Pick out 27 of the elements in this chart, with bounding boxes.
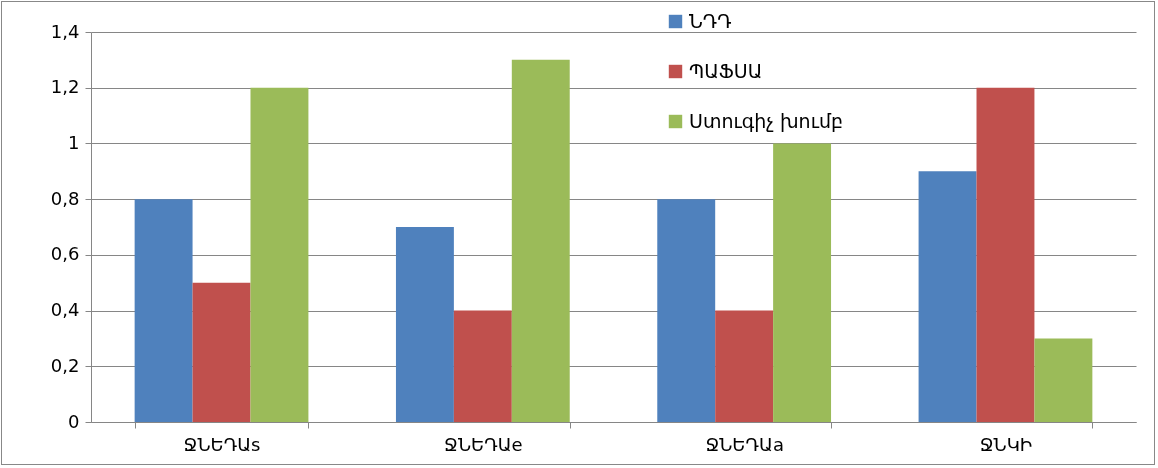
y-tick-label: 0,4 xyxy=(50,299,80,321)
y-tick-label: 1,2 xyxy=(50,76,80,98)
x-tick-label: ՋՆԿԻ xyxy=(979,433,1033,455)
y-tick-label: 1,4 xyxy=(50,20,80,42)
bar xyxy=(657,199,716,422)
legend-label: ՆԴԴ xyxy=(689,9,732,32)
bar xyxy=(918,171,977,422)
y-tick-label: 1 xyxy=(68,131,80,153)
y-tick-label: 0,2 xyxy=(50,354,80,376)
legend-label: Ստուգիչ խումբ xyxy=(689,109,843,132)
bar xyxy=(1034,338,1093,422)
bar xyxy=(976,87,1035,422)
bar xyxy=(250,87,309,422)
bar xyxy=(511,59,570,422)
bar xyxy=(395,227,454,422)
bar xyxy=(192,282,251,422)
y-tick-label: 0,8 xyxy=(50,187,80,209)
legend-label: ՊԱՖՍԱ xyxy=(689,59,763,82)
x-tick-label: ՋՆԵԴԱa xyxy=(705,433,784,455)
bar xyxy=(453,310,512,422)
bar xyxy=(773,143,832,422)
x-tick-label: ՋՆԵԴԱs xyxy=(183,433,261,455)
bar xyxy=(134,199,193,422)
y-tick-label: 0,6 xyxy=(50,243,80,265)
y-tick-label: 0 xyxy=(68,410,80,432)
x-tick-label: ՋՆԵԴԱe xyxy=(444,433,523,455)
bar xyxy=(715,310,774,422)
